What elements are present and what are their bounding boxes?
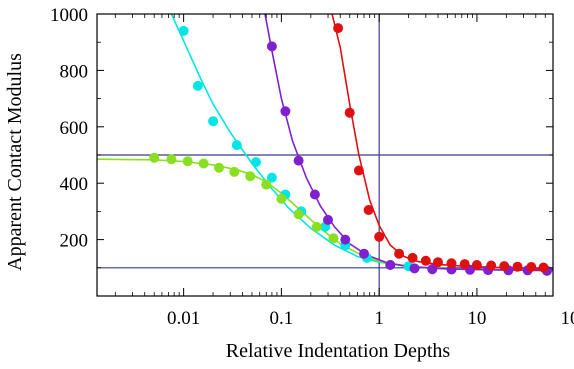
series-2-point: [311, 221, 322, 232]
series-1-point: [266, 172, 277, 183]
y-tick-label: 800: [60, 61, 89, 82]
series-1-point: [231, 140, 242, 151]
series-4-point: [394, 248, 405, 259]
series-4-point: [433, 257, 443, 268]
series-4-point: [363, 205, 374, 215]
series-4-point: [446, 258, 457, 269]
series-2-point: [245, 171, 256, 182]
series-1-curve: [170, 14, 553, 272]
series-4-point: [538, 262, 549, 273]
series-4-point: [471, 260, 482, 270]
series-3-point: [323, 214, 333, 225]
series-2-point: [229, 166, 240, 177]
y-tick-label: 400: [60, 174, 89, 195]
series-3-point: [309, 189, 320, 200]
series-2-point: [198, 158, 209, 169]
series-4-point: [459, 259, 470, 270]
x-tick-label: 100: [560, 308, 574, 329]
series-3-point: [293, 155, 304, 166]
series-4-point: [420, 255, 431, 266]
series-4-point: [526, 262, 537, 272]
series-4-point: [499, 261, 510, 272]
series-3-point: [359, 248, 369, 259]
x-tick-label: 0.01: [167, 308, 200, 329]
x-tick-label: 0.1: [270, 308, 294, 329]
series-3-point: [340, 234, 351, 245]
series-4-point: [333, 23, 344, 34]
reference-lines: [97, 14, 553, 296]
series-1-point: [251, 157, 261, 168]
series-3-point: [266, 41, 277, 52]
series-2-point: [214, 162, 224, 173]
series-3-point: [427, 264, 438, 275]
series-2-point: [328, 233, 339, 244]
series-4-point: [344, 107, 355, 118]
x-tick-label: 10: [467, 308, 486, 329]
y-tick-label: 600: [60, 118, 89, 139]
axis-ticks: 0.01 0.1 1 10 100 200 400 600 800 1000: [50, 5, 574, 329]
y-tick-label: 1000: [50, 5, 88, 26]
series-1-point: [208, 116, 219, 127]
series-2-point: [293, 209, 304, 220]
data-points: [149, 23, 552, 276]
series-4-point: [353, 165, 364, 176]
series-3-curve: [264, 14, 553, 272]
y-tick-label: 200: [60, 231, 89, 252]
series-4-point: [512, 261, 523, 272]
series-4-point: [374, 231, 385, 242]
series-2-curve: [97, 158, 553, 272]
series-2-point: [182, 156, 193, 167]
series-1-point: [192, 80, 203, 91]
x-tick-label: 1: [374, 308, 384, 329]
series-4-point: [486, 260, 497, 271]
series-2-point: [166, 154, 177, 165]
series-2-point: [276, 193, 287, 204]
series-2-point: [261, 179, 272, 190]
series-3-point: [409, 263, 420, 274]
series-4-point: [407, 252, 418, 263]
series-3-point: [385, 260, 396, 270]
series-4-curve: [331, 14, 553, 270]
x-axis-title: Relative Indentation Depths: [226, 340, 451, 362]
series-1-point: [178, 25, 189, 36]
y-axis-title: Apparent Contact Modulus: [4, 53, 26, 271]
series-3-point: [280, 106, 291, 117]
series-2-point: [149, 152, 160, 163]
fitted-curves: [97, 14, 553, 272]
